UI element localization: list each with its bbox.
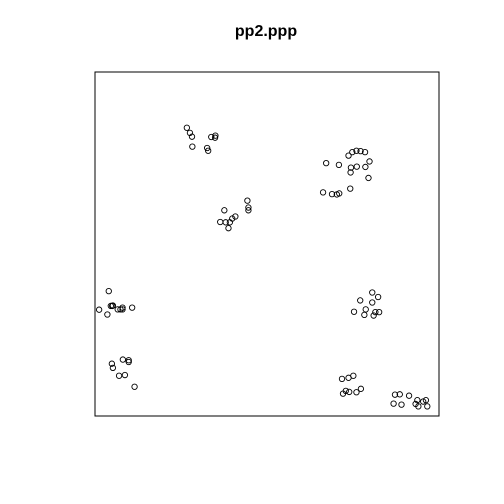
data-point xyxy=(420,398,427,405)
data-point xyxy=(350,372,357,379)
data-point xyxy=(346,388,353,396)
data-point xyxy=(109,302,117,309)
data-point xyxy=(221,207,228,214)
data-point xyxy=(125,358,132,366)
data-point xyxy=(104,311,111,318)
data-point xyxy=(396,391,403,398)
data-point xyxy=(108,360,116,367)
data-point xyxy=(189,143,196,150)
data-point xyxy=(375,308,383,316)
data-point xyxy=(370,312,377,319)
data-point xyxy=(350,308,358,315)
data-point xyxy=(342,387,349,395)
data-point xyxy=(222,219,229,226)
data-point xyxy=(115,372,123,379)
data-point xyxy=(398,401,405,408)
data-point xyxy=(212,132,219,139)
data-point xyxy=(414,397,421,404)
data-point xyxy=(119,306,126,313)
data-point xyxy=(335,161,343,169)
data-point xyxy=(225,225,232,232)
data-point xyxy=(353,389,360,396)
data-point xyxy=(131,383,138,390)
data-point xyxy=(366,158,373,165)
data-point xyxy=(347,185,354,192)
data-point xyxy=(372,308,379,316)
data-point xyxy=(188,133,196,140)
data-point xyxy=(424,403,431,410)
data-point xyxy=(345,152,352,159)
data-point xyxy=(232,213,239,220)
data-point xyxy=(121,371,129,379)
chart-title: pp2.ppp xyxy=(235,23,297,40)
data-point xyxy=(128,304,136,311)
data-point xyxy=(369,289,376,296)
data-point xyxy=(245,204,252,211)
data-point xyxy=(361,311,368,319)
data-point xyxy=(244,197,251,204)
data-point xyxy=(347,169,354,176)
data-point xyxy=(95,306,103,313)
data-point xyxy=(119,356,127,363)
data-point xyxy=(374,293,382,301)
data-point xyxy=(353,147,360,154)
data-point xyxy=(357,147,364,155)
data-point xyxy=(357,385,365,392)
data-point xyxy=(391,391,399,398)
data-point xyxy=(183,124,191,131)
data-point xyxy=(338,375,346,382)
data-point xyxy=(336,190,343,197)
data-point xyxy=(245,207,252,214)
data-point xyxy=(109,364,117,371)
data-point xyxy=(119,304,126,311)
data-point xyxy=(208,133,215,141)
data-point xyxy=(347,164,355,171)
data-point xyxy=(323,160,330,167)
data-point xyxy=(361,148,369,156)
plot-window-frame xyxy=(94,71,440,417)
data-point xyxy=(105,287,112,295)
data-point xyxy=(328,190,336,198)
data-point xyxy=(319,189,327,196)
data-point xyxy=(369,299,376,306)
data-point xyxy=(349,148,356,156)
data-point xyxy=(405,392,413,399)
data-point xyxy=(117,306,124,313)
data-point xyxy=(415,403,422,410)
data-point xyxy=(205,147,212,154)
data-point xyxy=(229,215,236,222)
data-point xyxy=(353,163,360,170)
data-point xyxy=(203,144,211,152)
data-point xyxy=(365,174,372,182)
data-point xyxy=(125,357,132,364)
data-point xyxy=(390,400,397,407)
data-point xyxy=(186,129,194,137)
data-point xyxy=(357,297,364,304)
data-point xyxy=(362,163,369,171)
points-layer xyxy=(95,124,431,410)
